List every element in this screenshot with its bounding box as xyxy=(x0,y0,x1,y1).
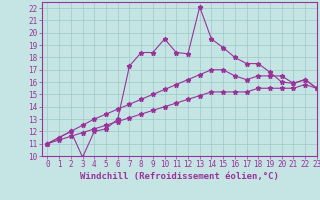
X-axis label: Windchill (Refroidissement éolien,°C): Windchill (Refroidissement éolien,°C) xyxy=(80,172,279,181)
